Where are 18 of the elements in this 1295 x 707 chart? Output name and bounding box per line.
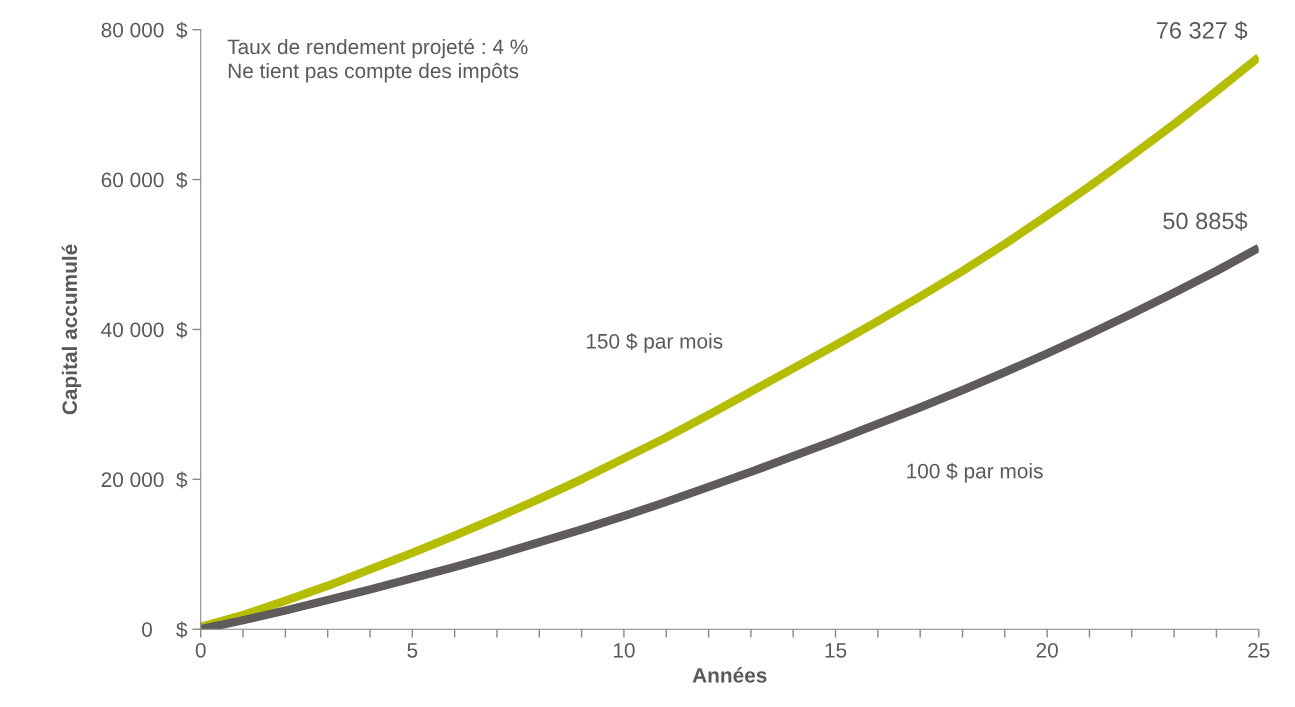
y-axis-title: Capital accumulé	[61, 244, 82, 415]
x-tick-label: 25	[1248, 642, 1270, 658]
y-tick-label: 20 000 $	[101, 471, 188, 489]
x-axis-title: Années	[692, 667, 767, 683]
text: 150 $ par mois	[586, 333, 723, 353]
annotation: 50 885$	[1163, 211, 1248, 231]
x-tick-label: 15	[825, 643, 847, 658]
text: 100 $ par mois	[907, 462, 1043, 483]
annotation: 76 327 $	[1156, 20, 1248, 41]
x-tick-label: 0	[195, 642, 206, 658]
y-tick-label: 0 $	[142, 621, 188, 639]
y-tick-label: 80 000 $	[101, 21, 188, 39]
annotation: Taux de rendement projeté : 4 % Ne tient pas compte des impôts	[227, 38, 528, 83]
x-tick-label: 20	[1036, 642, 1058, 658]
y-tick-label: 40 000 $	[101, 321, 188, 339]
y-tick-label: 60 000 $	[101, 171, 188, 189]
x-tick-label: 10	[613, 642, 635, 658]
x-tick-label: 5	[407, 643, 418, 658]
